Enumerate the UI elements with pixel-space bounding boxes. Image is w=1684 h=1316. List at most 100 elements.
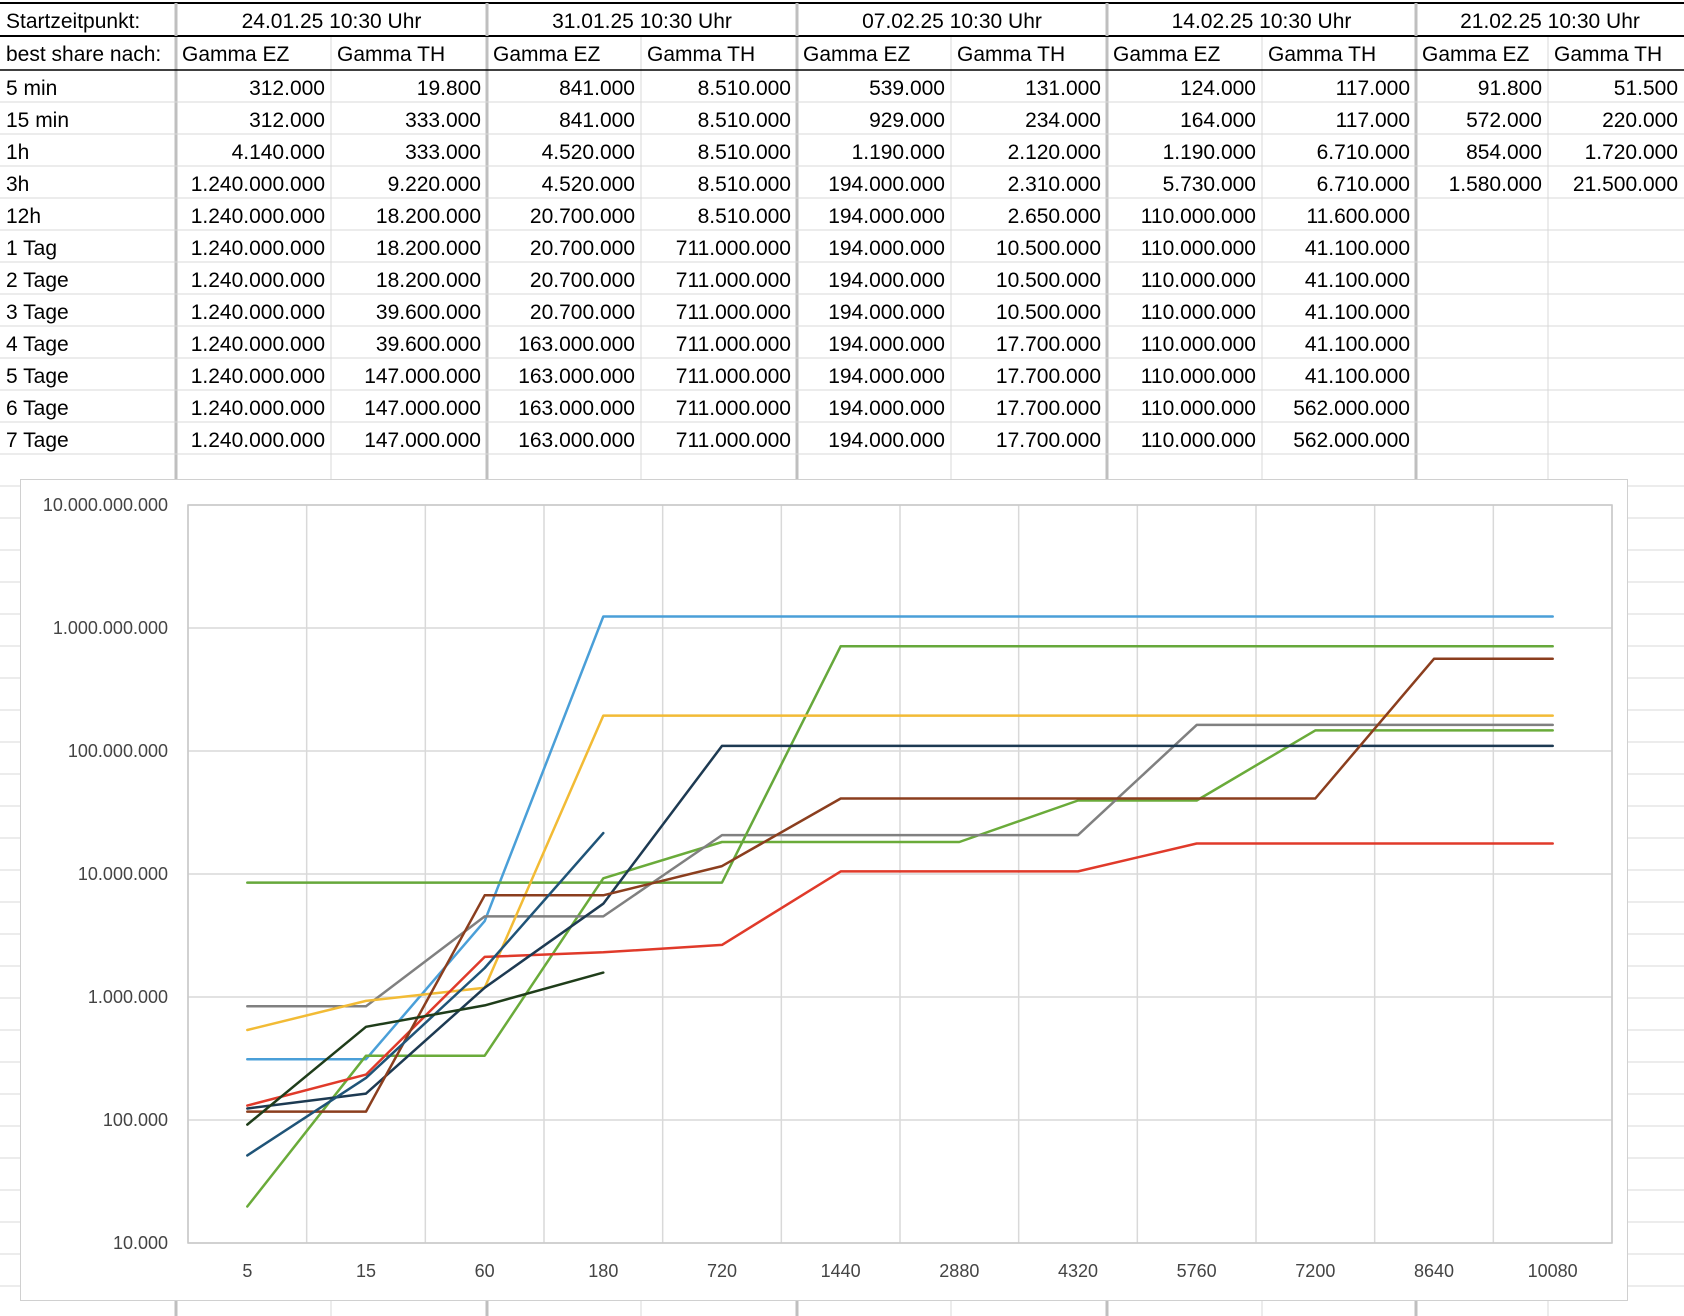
row-label-cell[interactable]: 3 Tage [6, 301, 69, 324]
value-cell[interactable]: 711.000.000 [676, 333, 791, 356]
value-cell[interactable]: 194.000.000 [828, 301, 945, 324]
value-cell[interactable]: 1.240.000.000 [191, 365, 325, 388]
value-cell[interactable]: 6.710.000 [1317, 173, 1410, 196]
value-cell[interactable]: 8.510.000 [698, 109, 791, 132]
value-cell[interactable]: 1.240.000.000 [191, 269, 325, 292]
value-cell[interactable]: 17.700.000 [996, 333, 1101, 356]
column-header-cell[interactable]: Gamma EZ [1113, 43, 1221, 66]
row-label-cell[interactable]: 1h [6, 141, 29, 164]
value-cell[interactable]: 110.000.000 [1141, 333, 1256, 356]
value-cell[interactable]: 147.000.000 [364, 429, 481, 452]
value-cell[interactable]: 6.710.000 [1317, 141, 1410, 164]
value-cell[interactable]: 20.700.000 [530, 237, 635, 260]
value-cell[interactable]: 164.000 [1180, 109, 1256, 132]
value-cell[interactable]: 8.510.000 [698, 77, 791, 100]
series-line-9[interactable] [246, 831, 605, 1157]
row-label-cell[interactable]: 5 min [6, 77, 57, 100]
value-cell[interactable]: 17.700.000 [996, 365, 1101, 388]
value-cell[interactable]: 110.000.000 [1141, 429, 1256, 452]
value-cell[interactable]: 234.000 [1025, 109, 1101, 132]
value-cell[interactable]: 4.520.000 [542, 141, 635, 164]
column-header-cell[interactable]: Gamma TH [337, 43, 445, 66]
value-cell[interactable]: 117.000 [1336, 77, 1410, 100]
value-cell[interactable]: 194.000.000 [828, 173, 945, 196]
row-label-cell[interactable]: 2 Tage [6, 269, 69, 292]
value-cell[interactable]: 20.700.000 [530, 301, 635, 324]
value-cell[interactable]: 562.000.000 [1293, 397, 1410, 420]
value-cell[interactable]: 562.000.000 [1293, 429, 1410, 452]
value-cell[interactable]: 1.240.000.000 [191, 397, 325, 420]
value-cell[interactable]: 41.100.000 [1305, 301, 1410, 324]
value-cell[interactable]: 163.000.000 [518, 429, 635, 452]
value-cell[interactable]: 163.000.000 [518, 333, 635, 356]
value-cell[interactable]: 51.500 [1614, 77, 1678, 100]
value-cell[interactable]: 711.000.000 [676, 429, 791, 452]
value-cell[interactable]: 194.000.000 [828, 269, 945, 292]
value-cell[interactable]: 1.190.000 [852, 141, 945, 164]
value-cell[interactable]: 124.000 [1180, 77, 1256, 100]
row-label-cell[interactable]: 1 Tag [6, 237, 57, 260]
value-cell[interactable]: 194.000.000 [828, 205, 945, 228]
value-cell[interactable]: 539.000 [869, 77, 945, 100]
series-line-4[interactable] [246, 644, 1554, 884]
value-cell[interactable]: 194.000.000 [828, 237, 945, 260]
row-label-cell[interactable]: 4 Tage [6, 333, 69, 356]
value-cell[interactable]: 4.140.000 [232, 141, 325, 164]
value-cell[interactable]: 117.000 [1336, 109, 1410, 132]
value-cell[interactable]: 147.000.000 [364, 397, 481, 420]
value-cell[interactable]: 131.000 [1025, 77, 1101, 100]
value-cell[interactable]: 1.720.000 [1585, 141, 1678, 164]
series-line-5[interactable] [246, 714, 1554, 1032]
value-cell[interactable]: 110.000.000 [1141, 397, 1256, 420]
row-label-cell[interactable]: 3h [6, 173, 29, 196]
row-label-cell[interactable]: 12h [6, 205, 41, 228]
value-cell[interactable]: 2.650.000 [1008, 205, 1101, 228]
column-header-cell[interactable]: Gamma EZ [803, 43, 911, 66]
value-cell[interactable]: 194.000.000 [828, 429, 945, 452]
value-cell[interactable]: 110.000.000 [1141, 301, 1256, 324]
value-cell[interactable]: 163.000.000 [518, 365, 635, 388]
value-cell[interactable]: 194.000.000 [828, 333, 945, 356]
best-share-label-cell[interactable]: best share nach: [6, 43, 161, 66]
column-header-cell[interactable]: Gamma EZ [493, 43, 601, 66]
series-line-8[interactable] [246, 657, 1554, 1113]
row-label-cell[interactable]: 15 min [6, 109, 69, 132]
row-label-cell[interactable]: 6 Tage [6, 397, 69, 420]
start-date-cell[interactable]: 21.02.25 10:30 Uhr [1460, 10, 1640, 33]
column-header-cell[interactable]: Gamma EZ [182, 43, 290, 66]
start-date-cell[interactable]: 31.01.25 10:30 Uhr [552, 10, 732, 33]
value-cell[interactable]: 220.000 [1602, 109, 1678, 132]
value-cell[interactable]: 194.000.000 [828, 397, 945, 420]
column-header-cell[interactable]: Gamma TH [647, 43, 755, 66]
value-cell[interactable]: 41.100.000 [1305, 237, 1410, 260]
start-date-cell[interactable]: 24.01.25 10:30 Uhr [242, 10, 422, 33]
value-cell[interactable]: 39.600.000 [376, 333, 481, 356]
value-cell[interactable]: 10.500.000 [996, 301, 1101, 324]
value-cell[interactable]: 10.500.000 [996, 269, 1101, 292]
value-cell[interactable]: 194.000.000 [828, 365, 945, 388]
value-cell[interactable]: 163.000.000 [518, 397, 635, 420]
series-line-1[interactable] [246, 615, 1554, 1061]
value-cell[interactable]: 1.190.000 [1163, 141, 1256, 164]
value-cell[interactable]: 8.510.000 [698, 141, 791, 164]
value-cell[interactable]: 8.510.000 [698, 173, 791, 196]
value-cell[interactable]: 18.200.000 [376, 205, 481, 228]
value-cell[interactable]: 1.240.000.000 [191, 301, 325, 324]
value-cell[interactable]: 10.500.000 [996, 237, 1101, 260]
value-cell[interactable]: 8.510.000 [698, 205, 791, 228]
value-cell[interactable]: 1.240.000.000 [191, 429, 325, 452]
value-cell[interactable]: 20.700.000 [530, 269, 635, 292]
row-label-cell[interactable]: 5 Tage [6, 365, 69, 388]
value-cell[interactable]: 711.000.000 [676, 301, 791, 324]
value-cell[interactable]: 17.700.000 [996, 397, 1101, 420]
value-cell[interactable]: 18.200.000 [376, 237, 481, 260]
value-cell[interactable]: 39.600.000 [376, 301, 481, 324]
column-header-cell[interactable]: Gamma TH [1268, 43, 1376, 66]
value-cell[interactable]: 91.800 [1478, 77, 1542, 100]
value-cell[interactable]: 1.240.000.000 [191, 333, 325, 356]
value-cell[interactable]: 312.000 [249, 77, 325, 100]
value-cell[interactable]: 11.600.000 [1306, 205, 1410, 228]
column-header-cell[interactable]: Gamma EZ [1422, 43, 1530, 66]
value-cell[interactable]: 4.520.000 [542, 173, 635, 196]
value-cell[interactable]: 854.000 [1466, 141, 1542, 164]
